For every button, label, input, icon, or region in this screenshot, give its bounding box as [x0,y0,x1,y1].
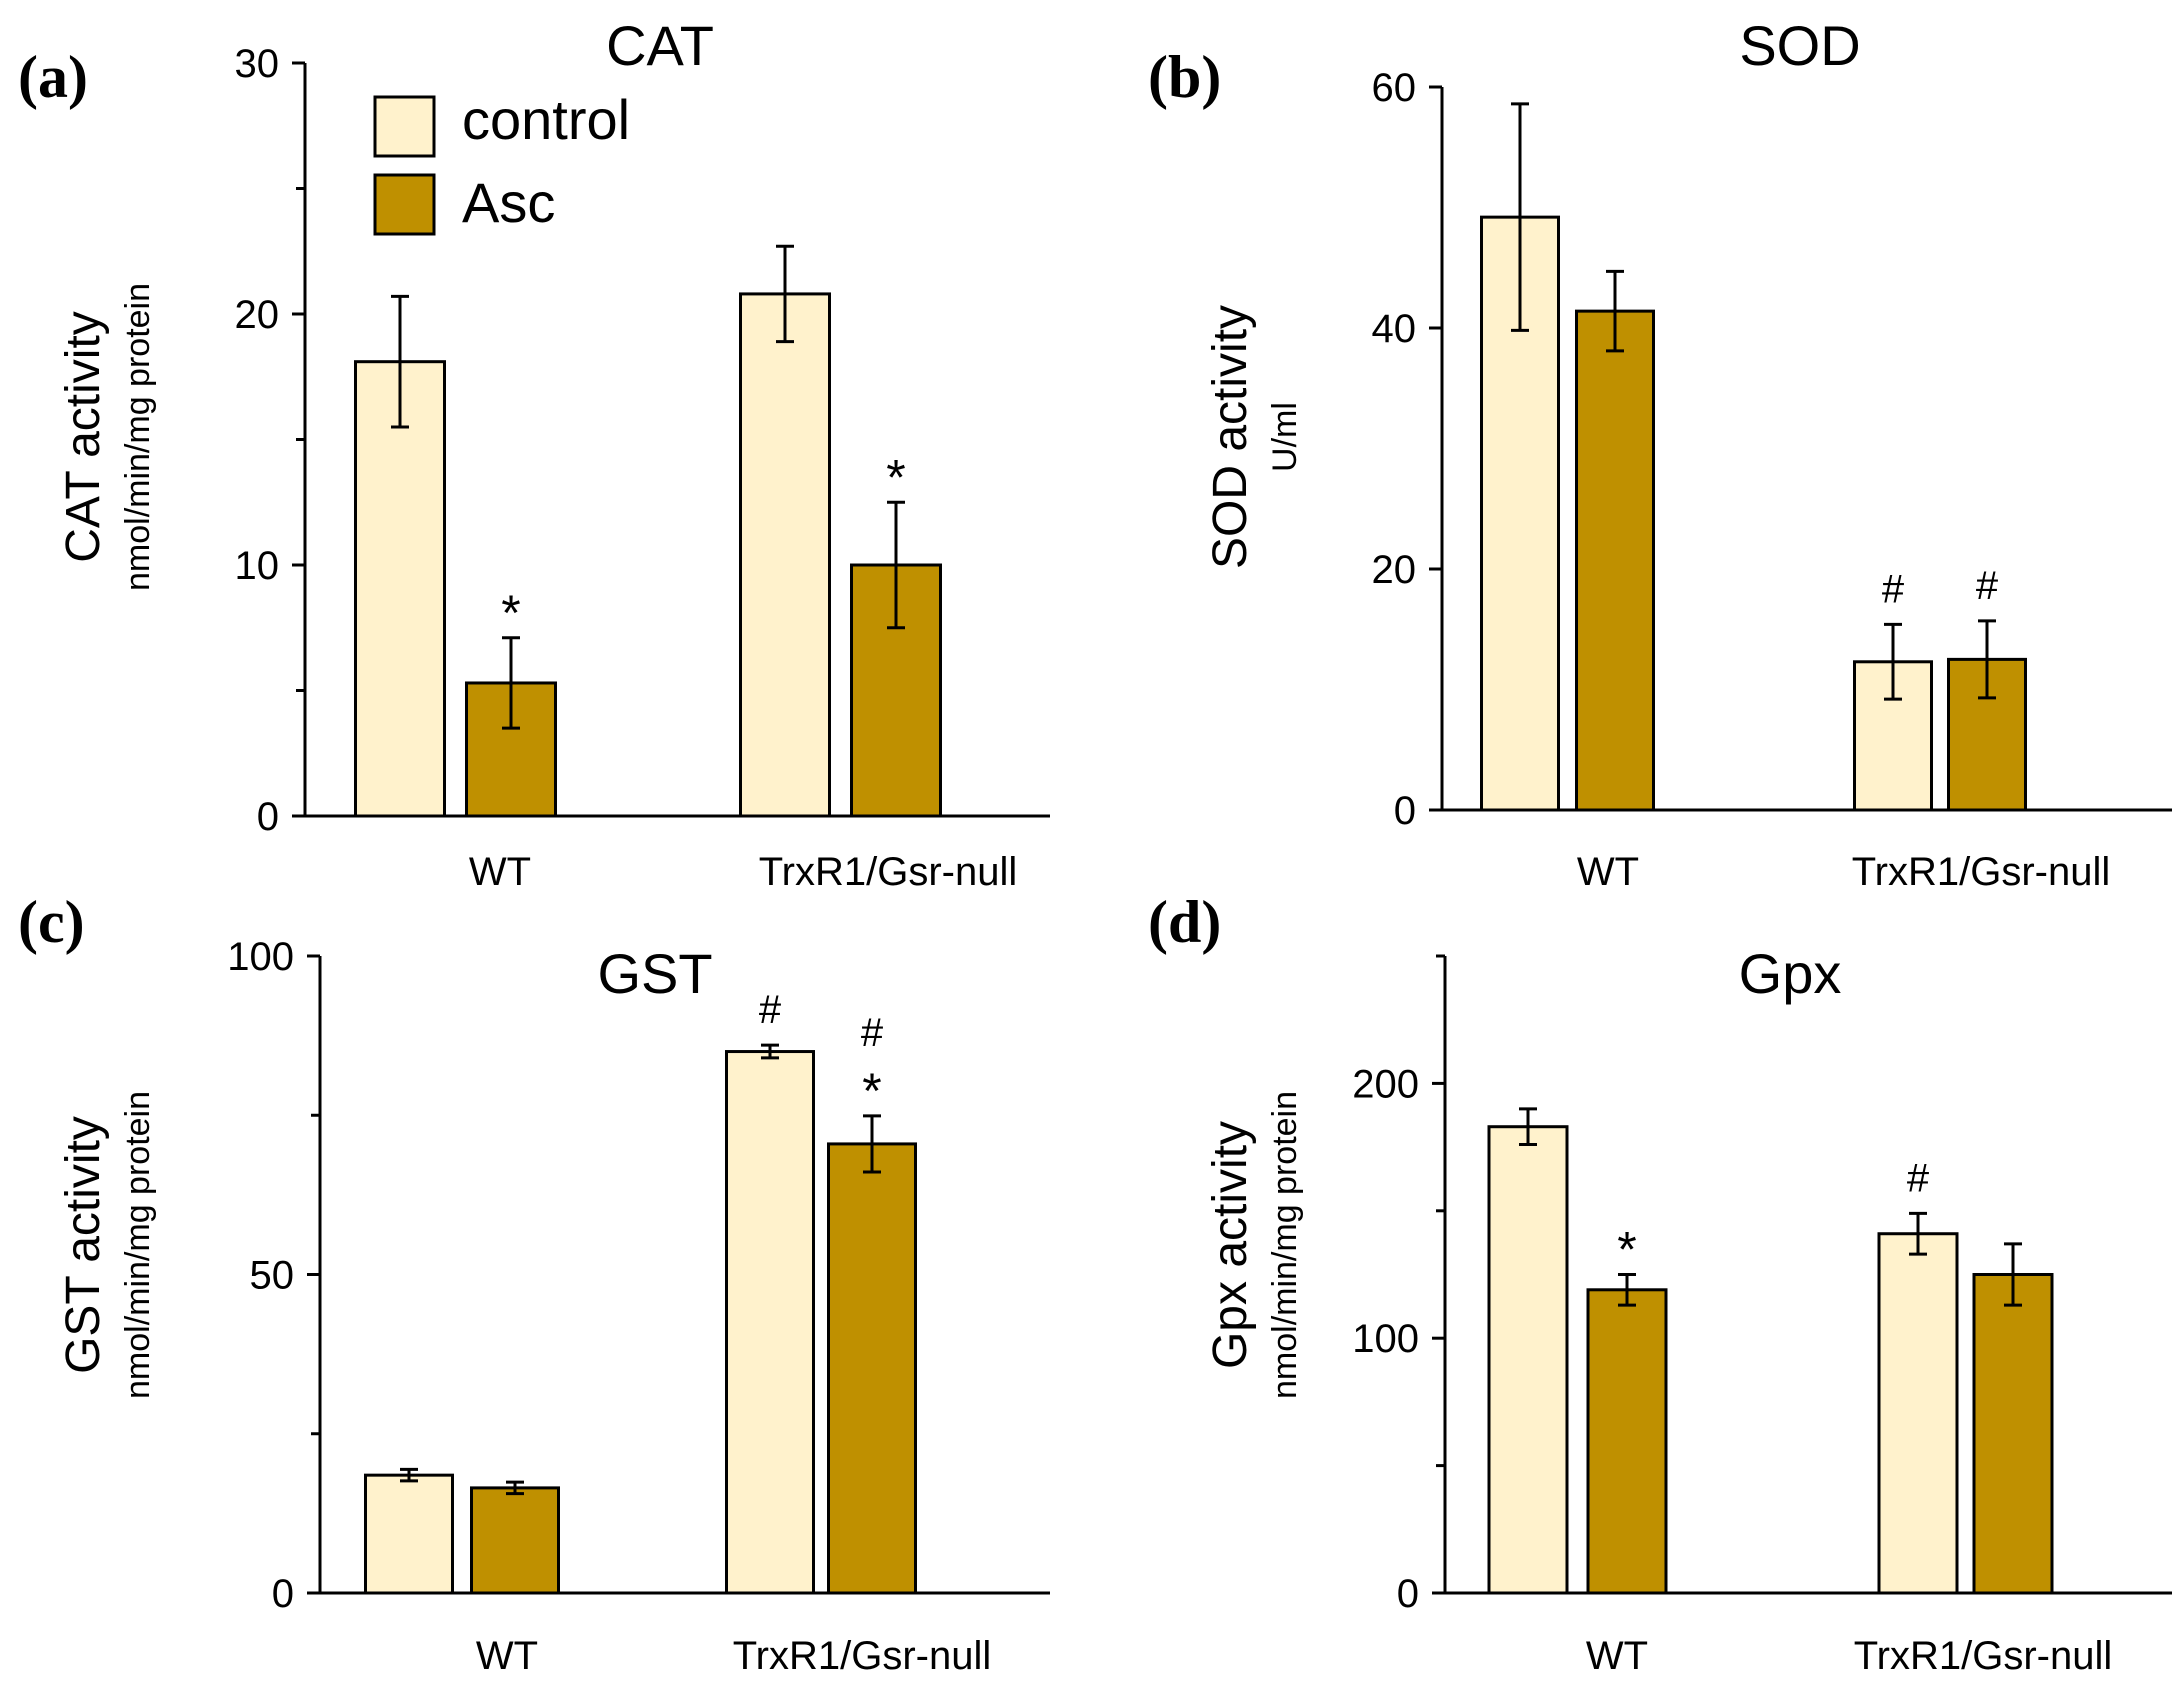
y-tick-label: 50 [250,1254,295,1298]
y-tick-label: 0 [1397,1572,1419,1616]
legend-swatch-control [373,95,436,158]
y-axis-label: CAT activity nmol/min/mg protein [57,283,157,591]
legend: control Asc [373,88,630,236]
y-axis-title: CAT activity [57,311,110,563]
bar-asc [1586,1288,1668,1595]
plot-area: 0 20 40 60 # # [1372,66,2172,833]
y-tick-label: 20 [235,293,280,337]
significance-asterisk: * [1617,1222,1636,1278]
y-axis-title: SOD activity [1204,305,1257,569]
panel-letter: (d) [1148,889,1221,955]
bar-asc [1972,1273,2054,1595]
bar-asc [827,1142,917,1595]
y-axis-title: Gpx activity [1204,1121,1257,1369]
x-tick-label: TrxR1/Gsr-null [759,850,1018,894]
y-axis-label: Gpx activity nmol/min/mg protein [1204,1091,1304,1399]
significance-hash: # [759,988,782,1032]
y-axis-unit: nmol/min/mg protein [119,283,157,591]
x-tick-label: TrxR1/Gsr-null [1852,850,2111,894]
panel-sod: (b) SOD SOD activity U/ml 0 20 40 60 # # WT T… [1148,14,2172,894]
y-tick-label: 0 [272,1572,294,1616]
chart-title: CAT [606,14,714,77]
panel-letter: (a) [18,44,88,110]
plot-area: 0 100 200 * # [1352,954,2172,1616]
plot-area: 0 10 20 30 * * [235,42,1050,839]
x-tick-label: TrxR1/Gsr-null [1854,1634,2113,1678]
panel-letter: (b) [1148,44,1221,110]
y-axis-unit: nmol/min/mg protein [119,1091,157,1399]
chart-title: GST [597,942,712,1005]
plot-area: 0 50 100 # * # [227,935,1050,1616]
x-tick-label: WT [469,850,531,894]
panel-gpx: (d) Gpx Gpx activity nmol/min/mg protein… [1148,889,2172,1678]
y-axis-title: GST activity [57,1116,110,1374]
panel-gst: (c) GST GST activity nmol/min/mg protein… [18,889,1050,1678]
x-tick-label: TrxR1/Gsr-null [733,1634,992,1678]
y-tick-label: 30 [235,42,280,86]
panel-letter: (c) [18,889,85,955]
bar-control [725,1050,815,1595]
significance-asterisk: * [862,1063,881,1119]
x-tick-label: WT [1577,850,1639,894]
bar-control [364,1473,454,1595]
y-axis-unit: U/ml [1266,402,1304,472]
bar-control [1877,1232,1959,1595]
y-axis-label: GST activity nmol/min/mg protein [57,1091,157,1399]
significance-asterisk: * [501,585,520,641]
significance-hash: # [1976,564,1999,608]
legend-label-control: control [462,88,630,151]
y-tick-label: 0 [1394,789,1416,833]
legend-swatch-asc [373,173,436,236]
y-tick-label: 20 [1372,548,1417,592]
y-tick-label: 200 [1352,1062,1419,1106]
bar-asc [470,1486,560,1595]
chart-title: Gpx [1739,942,1842,1005]
significance-asterisk: * [886,449,905,505]
bar-control [1487,1125,1569,1595]
y-tick-label: 10 [235,544,280,588]
legend-label-asc: Asc [462,171,555,234]
y-axis-label: SOD activity U/ml [1204,305,1304,569]
significance-hash: # [1907,1156,1930,1200]
y-axis-unit: nmol/min/mg protein [1266,1091,1304,1399]
panel-cat: (a) CAT CAT activity nmol/min/mg protein… [18,14,1050,894]
y-tick-label: 100 [227,935,294,979]
y-tick-label: 0 [257,795,279,839]
bar-control [739,292,831,818]
x-tick-label: WT [1586,1634,1648,1678]
significance-hash: # [861,1011,884,1055]
significance-hash: # [1882,567,1905,611]
x-tick-label: WT [476,1634,538,1678]
bar-control [354,360,446,818]
y-tick-label: 40 [1372,307,1417,351]
y-tick-label: 60 [1372,66,1417,110]
bar-asc [1575,309,1655,812]
y-tick-label: 100 [1352,1317,1419,1361]
chart-title: SOD [1739,14,1860,77]
